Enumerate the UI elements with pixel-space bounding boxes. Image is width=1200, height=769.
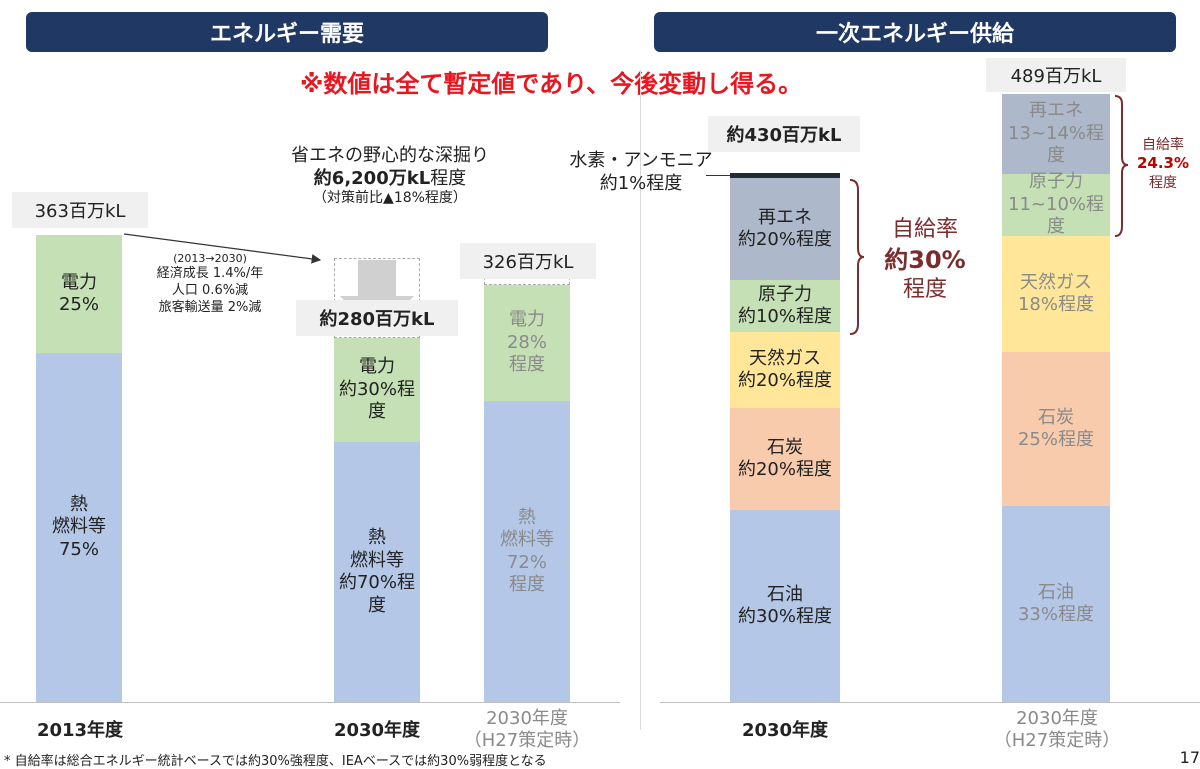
category-2013: 2013年度 [36,720,124,741]
self-rate-bracket [849,179,865,335]
bar-supply-hydrogen [730,173,840,178]
bar-h27-renew: 再エネ 13~14%程度 [1002,94,1110,174]
saving-text: 省エネの野心的な深掘り 約6,200万kL程度 （対策前比▲18%程度） [291,145,489,206]
bar-supply-gas: 天然ガス 約20%程度 [730,332,840,408]
bar-h27-gas: 天然ガス 18%程度 [1002,236,1110,352]
bar-supply-nuclear: 原子力 約10%程度 [730,280,840,332]
hydrogen-leader-line [706,175,730,176]
hydrogen-label: 水素・アンモニア 約1%程度 [569,150,713,194]
bar-supply-oil: 石油 約30%程度 [730,510,840,702]
bar-supply-renew: 再エネ 約20%程度 [730,178,840,280]
bar-2013-heat: 熱燃料等 75% [36,353,122,702]
bar-h27-power: 電力 28% 程度 [484,285,570,401]
growth-arrow [123,233,322,264]
bar-h27-heat: 熱燃料等 72% 程度 [484,401,570,702]
total-2013: 363百万kL [12,192,148,228]
demand-header: エネルギー需要 [26,12,548,52]
h27-self-rate-text: 自給率 24.3% 程度 [1136,137,1190,191]
category-2030-h27: 2030年度 （H27策定時） [463,708,591,751]
growth-note: (2013→2030) 経済成長 1.4%/年 人口 0.6%減 旅客輸送量 2… [156,252,264,316]
provisional-warning: ※数値は全て暫定値であり、今後変動し得る。 [300,70,803,98]
page-number: 17 [1179,748,1200,767]
bar-2030-heat: 熱燃料等 約70%程度 [334,442,420,702]
total-2030: 約280百万kL [296,300,458,336]
bar-2030-power: 電力 約30%程度 [334,338,420,442]
bar-h27-nuclear: 原子力 11~10%程度 [1002,171,1110,237]
demand-baseline [0,702,620,703]
panel-divider [640,70,641,730]
self-rate-text: 自給率 約30% 程度 [884,217,966,302]
h27-self-rate-bracket [1114,95,1129,237]
footnote: * 自給率は総合エネルギー統計ベースでは約30%強程度、IEAベースでは約30%… [4,754,547,769]
total-supply-h27: 489百万kL [986,58,1126,92]
supply-baseline [660,702,1200,703]
supply-header: 一次エネルギー供給 [654,12,1176,52]
category-2030: 2030年度 [333,720,421,741]
bar-2013-power: 電力 25% [36,235,122,353]
reduction-dashed-box [334,258,420,338]
reduction-arrow-icon [340,260,414,334]
bar-h27-oil: 石油 33%程度 [1002,506,1110,702]
bar-supply-coal: 石炭 約20%程度 [730,408,840,510]
bar-h27-coal: 石炭 25%程度 [1002,352,1110,506]
category-supply-h27: 2030年度 （H27策定時） [993,708,1121,751]
category-supply-2030: 2030年度 [741,720,829,741]
total-supply-2030: 約430百万kL [708,116,860,152]
total-2030-h27: 326百万kL [460,243,596,279]
